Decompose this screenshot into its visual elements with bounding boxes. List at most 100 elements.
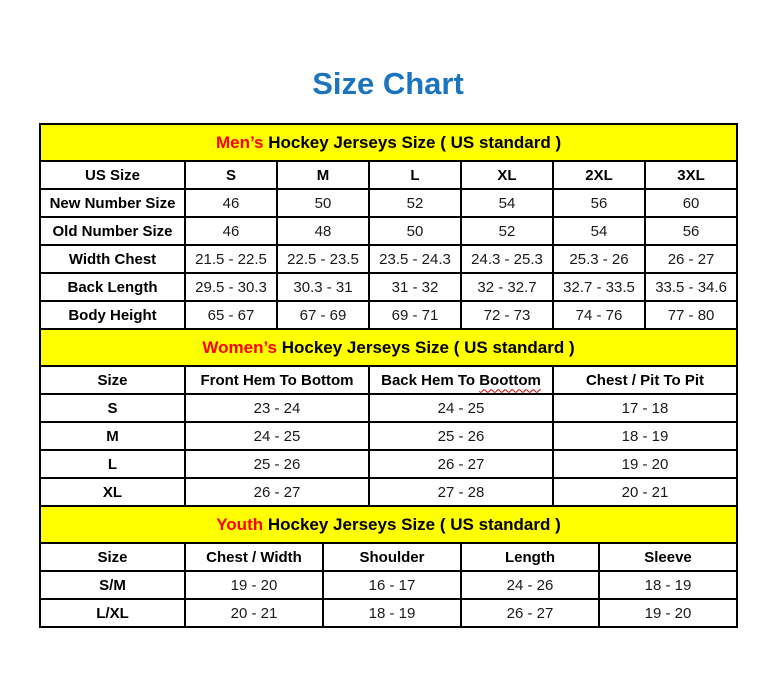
youth-size-table: Youth Hockey Jerseys Size ( US standard … xyxy=(39,505,738,628)
cell-value: 19 - 20 xyxy=(598,598,738,628)
cell-value: 31 - 32 xyxy=(368,272,462,302)
womens-section-header-row: Women’s Hockey Jerseys Size ( US standar… xyxy=(38,328,739,367)
youth-section-title-rest: Hockey Jerseys Size ( US standard ) xyxy=(263,514,561,534)
mens-table-body: New Number Size 46 50 52 54 56 60 Old Number Si… xyxy=(39,188,739,330)
mens-column-header-row: US Size S M L XL 2XL 3XL xyxy=(39,160,739,190)
cell-value: 25 - 26 xyxy=(368,421,554,451)
cell-value: 25 - 26 xyxy=(184,449,370,479)
cell-value: 21.5 - 22.5 xyxy=(184,244,278,274)
cell-value: 26 - 27 xyxy=(368,449,554,479)
cell-value: 50 xyxy=(276,188,370,218)
womens-section-title-rest: Hockey Jerseys Size ( US standard ) xyxy=(277,337,575,357)
row-label: Width Chest xyxy=(39,244,186,274)
womens-section-title: Women’s Hockey Jerseys Size ( US standar… xyxy=(38,328,739,367)
cell-value: 52 xyxy=(460,216,554,246)
row-label: Body Height xyxy=(39,300,186,330)
cell-value: 56 xyxy=(552,188,646,218)
womens-column-header-row: Size Front Hem To Bottom Back Hem To Boott… xyxy=(39,365,739,395)
row-label: L/XL xyxy=(39,598,186,628)
mens-section-title-accent: Men’s xyxy=(215,132,264,152)
cell-value: 25.3 - 26 xyxy=(552,244,646,274)
cell-value: 74 - 76 xyxy=(552,300,646,330)
cell-value: 32 - 32.7 xyxy=(460,272,554,302)
cell-value: 50 xyxy=(368,216,462,246)
cell-value: 19 - 20 xyxy=(184,570,324,600)
cell-value: 32.7 - 33.5 xyxy=(552,272,646,302)
cell-value: 19 - 20 xyxy=(551,449,739,479)
row-label: XL xyxy=(39,477,186,507)
cell-value: 29.5 - 30.3 xyxy=(184,272,278,302)
cell-value: 24 - 26 xyxy=(460,570,600,600)
cell-value: 20 - 21 xyxy=(184,598,324,628)
cell-value: 46 xyxy=(184,216,278,246)
table-row: S 23 - 24 24 - 25 17 - 18 xyxy=(39,393,739,423)
cell-value: 26 - 27 xyxy=(460,598,600,628)
column-header: XL xyxy=(460,160,554,190)
cell-value: 26 - 27 xyxy=(184,477,370,507)
table-row: L 25 - 26 26 - 27 19 - 20 xyxy=(39,449,739,479)
column-header: Chest / Width xyxy=(184,542,324,572)
cell-value: 24.3 - 25.3 xyxy=(460,244,554,274)
cell-value: 67 - 69 xyxy=(276,300,370,330)
cell-value: 18 - 19 xyxy=(322,598,462,628)
youth-column-header-row: Size Chest / Width Shoulder Length Sleeve xyxy=(39,542,738,572)
table-row: L/XL 20 - 21 18 - 19 26 - 27 19 - 20 xyxy=(39,598,738,628)
column-header: Back Hem To Boottom xyxy=(368,365,554,395)
cell-value: 27 - 28 xyxy=(368,477,554,507)
mens-size-table: Men’s Hockey Jerseys Size ( US standard … xyxy=(38,123,739,330)
cell-value: 23 - 24 xyxy=(184,393,370,423)
youth-section-header-row: Youth Hockey Jerseys Size ( US standard … xyxy=(39,505,738,544)
column-header: Size xyxy=(39,365,186,395)
cell-value: 56 xyxy=(643,216,739,246)
youth-table-body: S/M 19 - 20 16 - 17 24 - 26 18 - 19 L/XL 20 - … xyxy=(39,570,738,628)
cell-value: 17 - 18 xyxy=(551,393,739,423)
youth-section-title: Youth Hockey Jerseys Size ( US standard … xyxy=(39,505,738,544)
row-label: S xyxy=(39,393,186,423)
table-row: New Number Size 46 50 52 54 56 60 xyxy=(39,188,739,218)
cell-value: 24 - 25 xyxy=(184,421,370,451)
table-row: S/M 19 - 20 16 - 17 24 - 26 18 - 19 xyxy=(39,570,738,600)
cell-value: 77 - 80 xyxy=(643,300,739,330)
cell-value: 60 xyxy=(643,188,739,218)
cell-value: 46 xyxy=(184,188,278,218)
cell-value: 52 xyxy=(368,188,462,218)
cell-value: 54 xyxy=(460,188,554,218)
table-row: Body Height 65 - 67 67 - 69 69 - 71 72 - 73 7… xyxy=(39,300,739,330)
table-row: XL 26 - 27 27 - 28 20 - 21 xyxy=(39,477,739,507)
table-row: Width Chest 21.5 - 22.5 22.5 - 23.5 23.5 - … xyxy=(39,244,739,274)
womens-section-title-accent: Women’s xyxy=(202,337,277,357)
row-label: M xyxy=(39,421,186,451)
row-label: Old Number Size xyxy=(39,216,186,246)
cell-value: 23.5 - 24.3 xyxy=(368,244,462,274)
cell-value: 72 - 73 xyxy=(460,300,554,330)
mens-section-header-row: Men’s Hockey Jerseys Size ( US standard … xyxy=(38,123,739,162)
row-label: S/M xyxy=(39,570,186,600)
cell-value: 65 - 67 xyxy=(184,300,278,330)
cell-value: 33.5 - 34.6 xyxy=(643,272,739,302)
column-header: S xyxy=(184,160,278,190)
column-header: US Size xyxy=(39,160,186,190)
column-header: 2XL xyxy=(552,160,646,190)
column-header: Front Hem To Bottom xyxy=(184,365,370,395)
page-title: Size Chart xyxy=(312,66,464,101)
mens-section-title-rest: Hockey Jerseys Size ( US standard ) xyxy=(263,132,562,152)
cell-value: 20 - 21 xyxy=(551,477,739,507)
row-label: L xyxy=(39,449,186,479)
column-header: Chest / Pit To Pit xyxy=(551,365,739,395)
column-header: Sleeve xyxy=(598,542,738,572)
column-header: Length xyxy=(460,542,600,572)
youth-section-title-accent: Youth xyxy=(216,514,264,534)
row-label: New Number Size xyxy=(39,188,186,218)
womens-table-body: S 23 - 24 24 - 25 17 - 18 M 24 - 25 25 - 26 18 … xyxy=(39,393,739,507)
table-row: M 24 - 25 25 - 26 18 - 19 xyxy=(39,421,739,451)
cell-value: 30.3 - 31 xyxy=(276,272,370,302)
cell-value: 24 - 25 xyxy=(368,393,554,423)
mens-section-title: Men’s Hockey Jerseys Size ( US standard … xyxy=(38,123,739,162)
cell-value: 69 - 71 xyxy=(368,300,462,330)
cell-value: 18 - 19 xyxy=(598,570,738,600)
column-header: 3XL xyxy=(643,160,739,190)
misspelled-word: Boottom xyxy=(479,371,541,389)
size-tables: Men’s Hockey Jerseys Size ( US standard … xyxy=(38,123,739,628)
row-label: Back Length xyxy=(39,272,186,302)
cell-value: 22.5 - 23.5 xyxy=(276,244,370,274)
